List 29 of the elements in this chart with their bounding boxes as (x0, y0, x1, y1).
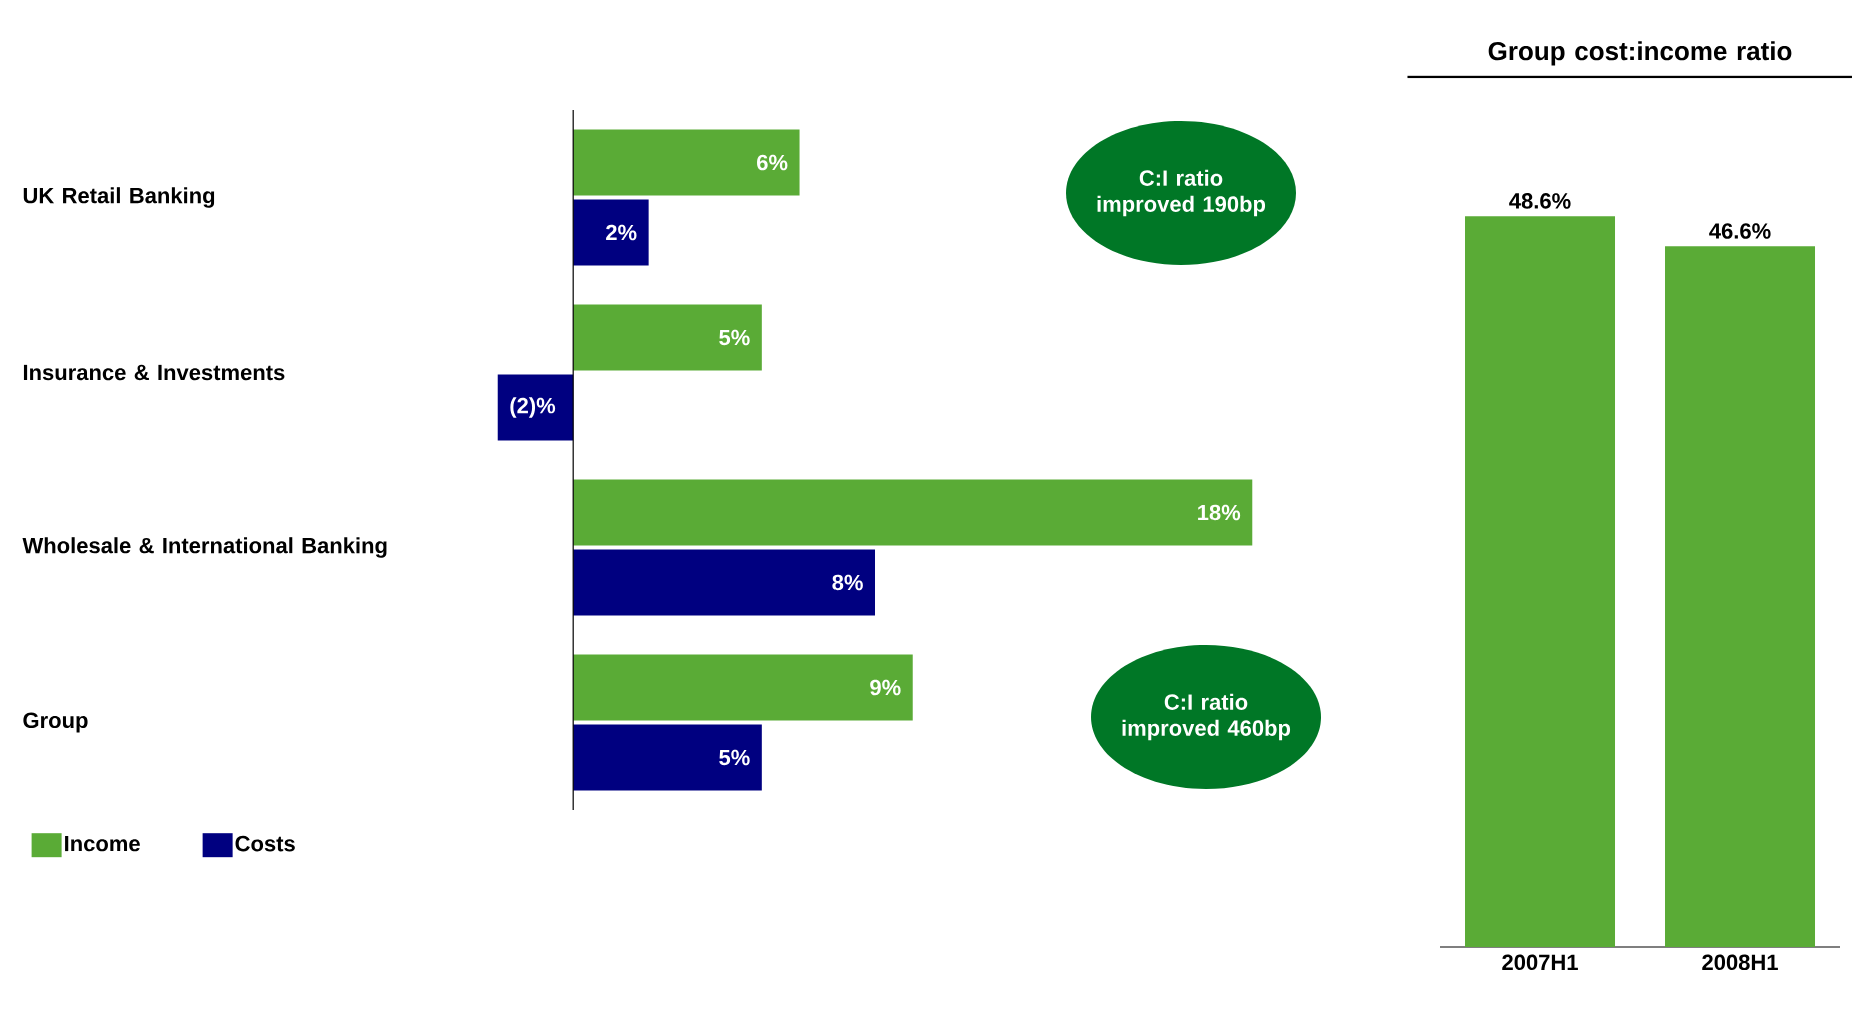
x-tick-label: 2008H1 (1702, 954, 1778, 971)
bar (573, 654, 913, 721)
y-tick-label: Insurance & Investments (23, 364, 285, 381)
y-tick-label: Wholesale & International Banking (22, 537, 387, 558)
annotation: C:I ratio improved 460bp (1122, 693, 1291, 741)
data-label: 5% (719, 329, 750, 346)
bar (573, 549, 875, 616)
bar (573, 724, 762, 791)
annotation: C:I ratio improved 190bp (1097, 169, 1266, 217)
data-label: (2)% (510, 397, 556, 418)
data-label: 8% (832, 574, 863, 591)
x-tick-label: 2007H1 (1502, 954, 1578, 971)
y-tick-label: UK Retail Banking (23, 187, 215, 208)
data-label: 6% (757, 154, 788, 171)
bar (573, 199, 649, 266)
y-tick-label: Group (23, 712, 88, 733)
data-label: 48.6% (1509, 193, 1571, 209)
chart-title: Group cost:income ratio (1488, 41, 1792, 66)
data-label: 9% (870, 679, 901, 696)
bar (573, 129, 800, 196)
legend-label: Income (65, 835, 140, 852)
bar (497, 374, 574, 441)
data-label: 46.6% (1709, 223, 1771, 239)
bar (573, 304, 762, 371)
data-label: 18% (1198, 504, 1241, 521)
data-label: 5% (719, 749, 750, 766)
bar (573, 479, 1253, 546)
data-label: 2% (606, 224, 637, 241)
legend-label: Costs (235, 835, 295, 852)
